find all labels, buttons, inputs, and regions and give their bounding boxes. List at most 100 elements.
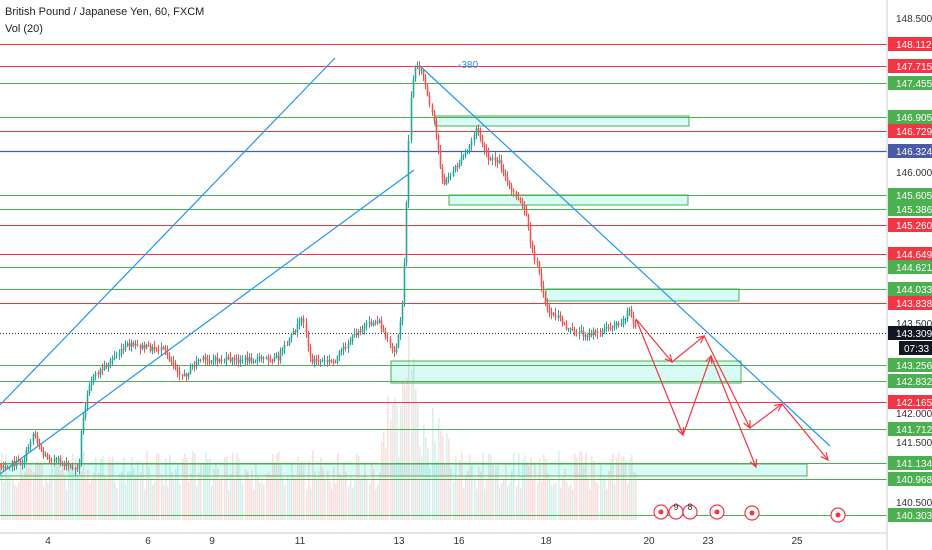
- candle: [578, 326, 581, 340]
- volume-bar: [188, 481, 190, 520]
- volume-bar: [579, 451, 581, 520]
- price-tag[interactable]: 147.715: [888, 59, 932, 73]
- volume-bar: [60, 470, 62, 520]
- price-tag[interactable]: 145.605: [888, 188, 932, 202]
- price-tag[interactable]: 143.256: [888, 358, 932, 372]
- trend-line[interactable]: [419, 65, 831, 447]
- price-tag[interactable]: 145.260: [888, 218, 932, 232]
- price-tag[interactable]: 141.712: [888, 422, 932, 436]
- candle: [624, 317, 627, 325]
- price-tag[interactable]: 148.112: [888, 37, 932, 51]
- economic-event-icon[interactable]: [709, 504, 725, 520]
- trend-line[interactable]: [0, 169, 415, 475]
- price-tag[interactable]: 140.303: [888, 508, 932, 522]
- candle: [283, 340, 286, 355]
- svg-text:145.386: 145.386: [896, 205, 932, 216]
- price-tag[interactable]: 143.838: [888, 296, 932, 310]
- candle: [531, 240, 534, 254]
- price-tag[interactable]: 144.621: [888, 260, 932, 274]
- price-tag[interactable]: 144.033: [888, 282, 932, 296]
- candle: [204, 353, 207, 365]
- price-tag[interactable]: 144.649: [888, 247, 932, 261]
- candle: [134, 340, 137, 350]
- candle: [344, 342, 347, 352]
- candle: [519, 196, 522, 204]
- svg-text:143.256: 143.256: [896, 361, 932, 372]
- candle: [399, 317, 402, 340]
- candle: [181, 373, 184, 380]
- price-tag[interactable]: 142.165: [888, 395, 932, 409]
- volume-bar: [324, 479, 326, 520]
- economic-event-icon[interactable]: [744, 505, 760, 521]
- projection-path[interactable]: [635, 318, 829, 462]
- volume-bar: [154, 481, 156, 520]
- candle: [40, 444, 43, 453]
- candle: [63, 460, 66, 471]
- svg-text:143.838: 143.838: [896, 299, 932, 310]
- trend-line[interactable]: [0, 57, 336, 406]
- economic-event-icon[interactable]: [653, 504, 669, 520]
- economic-event-icon[interactable]: [830, 507, 846, 523]
- time-axis[interactable]: 4 6 9 11 13 16 18 20 23 25: [45, 536, 803, 547]
- volume-bar: [539, 458, 541, 520]
- candle: [231, 356, 234, 367]
- volume-bar: [169, 454, 171, 520]
- volume-bar: [446, 433, 448, 520]
- price-tag[interactable]: 146.729: [888, 124, 932, 138]
- price-tag[interactable]: 145.386: [888, 202, 932, 216]
- zone-box[interactable]: [545, 288, 740, 302]
- candle: [115, 351, 118, 359]
- volume-bar: [463, 487, 465, 520]
- chart-title[interactable]: British Pound / Japanese Yen, 60, FXCM: [5, 6, 204, 18]
- volume-bar: [299, 465, 301, 520]
- candle: [508, 180, 511, 189]
- volume-bar: [184, 453, 186, 520]
- volume-bar: [156, 452, 158, 520]
- volume-bar: [471, 464, 473, 520]
- price-tag[interactable]: 146.905: [888, 110, 932, 124]
- zone-box[interactable]: [390, 360, 742, 384]
- price-axis[interactable]: 148.500 146.000 143.500 142.000 141.500 140.5…: [896, 14, 932, 509]
- candle: [292, 327, 295, 336]
- volume-bar: [329, 481, 331, 520]
- volume-indicator-label[interactable]: Vol (20): [5, 23, 43, 35]
- economic-event-icon[interactable]: 8: [682, 502, 698, 520]
- price-tag[interactable]: 141.134: [888, 456, 932, 470]
- volume-bar: [532, 479, 534, 520]
- volume-bar: [207, 459, 209, 520]
- price-tag[interactable]: 142.832: [888, 374, 932, 388]
- candle: [46, 452, 49, 461]
- volume-bar: [41, 463, 43, 520]
- projection-path[interactable]: [635, 318, 758, 469]
- volume-bar: [392, 404, 394, 520]
- volume-bar: [85, 479, 87, 520]
- volume-bar: [79, 459, 81, 520]
- price-tag[interactable]: 147.455: [888, 76, 932, 90]
- volume-bar: [236, 452, 238, 520]
- volume-bar: [196, 486, 198, 520]
- price-tag[interactable]: 143.309: [888, 326, 932, 340]
- volume-bar: [121, 471, 123, 520]
- candle: [174, 360, 177, 371]
- price-tag[interactable]: 140.968: [888, 472, 932, 486]
- candle: [380, 316, 383, 333]
- volume-bar: [440, 430, 442, 520]
- candle: [189, 363, 192, 375]
- candle: [515, 190, 518, 201]
- candle: [437, 133, 440, 155]
- candle: [418, 60, 421, 76]
- candle: [164, 345, 167, 355]
- volume-bar: [373, 468, 375, 520]
- volume-bar: [358, 456, 360, 520]
- candle: [357, 329, 360, 338]
- candle: [57, 455, 60, 464]
- volume-bar: [480, 471, 482, 520]
- candle: [202, 355, 205, 363]
- volume-bar: [356, 453, 358, 520]
- candle: [120, 343, 123, 358]
- candle: [128, 338, 131, 351]
- volume-bar: [68, 466, 70, 520]
- candle: [273, 353, 276, 363]
- price-tag[interactable]: 146.324: [888, 144, 932, 158]
